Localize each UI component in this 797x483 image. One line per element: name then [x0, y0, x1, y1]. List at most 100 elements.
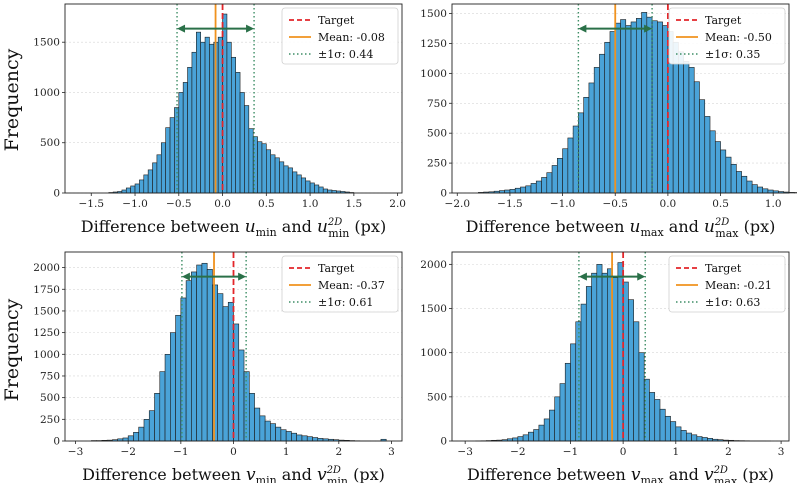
legend-mean-label: Mean: -0.37 [318, 279, 385, 292]
x-axis-title: Difference between umin and u2D min (px) [81, 217, 386, 240]
histogram-bar [301, 435, 308, 442]
x-tick-label: −1 [563, 446, 578, 458]
histogram-bar [570, 343, 577, 442]
y-tick-label: 1500 [33, 305, 60, 317]
histogram-bar [244, 105, 250, 194]
y-tick-label: 0 [53, 188, 60, 200]
histogram-bar [630, 21, 637, 194]
histogram-bar [165, 127, 171, 194]
x-tick-label: 1 [672, 446, 679, 458]
histogram-bar [170, 332, 176, 442]
histogram-bar [160, 142, 166, 194]
histogram-bar [549, 409, 555, 442]
histogram-bar [178, 92, 184, 194]
x-axis-title: Difference between vmin and v2D min (px) [82, 465, 385, 483]
histogram-bar [139, 179, 145, 194]
histogram-bar [301, 177, 307, 194]
histogram-bar [270, 154, 276, 194]
histogram-bar [520, 186, 527, 194]
histogram-bar [657, 21, 663, 194]
histogram-bar [525, 185, 532, 194]
y-tick-label: 0 [440, 188, 447, 200]
sigma-arrowhead-right [238, 272, 247, 281]
histogram-bar [551, 165, 558, 194]
x-tick-label: −1.5 [79, 198, 105, 210]
histogram-bar [156, 154, 162, 194]
histogram-bar [635, 18, 642, 194]
histogram-bar [757, 186, 763, 194]
histogram-bar [312, 437, 319, 442]
x-tick-label: −0.5 [602, 198, 628, 210]
histogram-bar [152, 162, 158, 194]
x-tick-label: −1.0 [122, 198, 148, 210]
histogram-bar [147, 169, 153, 194]
histogram-bar [554, 396, 561, 442]
histogram-bar [143, 419, 150, 442]
histogram-bar [254, 407, 261, 442]
histogram-bar [296, 174, 302, 194]
y-tick-label: 1500 [420, 303, 447, 315]
sigma-arrowhead-left [578, 272, 587, 281]
histogram-bar [305, 180, 311, 194]
histogram-bar [318, 186, 324, 194]
histogram-bar [159, 371, 166, 442]
histogram-bar [730, 163, 737, 194]
histogram-bar [206, 269, 213, 442]
histogram-bar [725, 156, 732, 194]
histogram-bar [641, 12, 648, 194]
histogram-bar [564, 362, 571, 442]
legend-sigma-label: ±1σ: 0.61 [318, 296, 373, 309]
histogram-bar [751, 184, 758, 194]
histogram-bar [185, 280, 192, 442]
chart-panel-1: 0 500 1000 1500 −1.5 −1.0 −0.5 0.0 0.5 1.0 1.5 2.0 F… [1, 3, 406, 240]
histogram-bar [248, 393, 255, 442]
legend-target-label: Target [705, 262, 742, 275]
y-tick-label: 1250 [33, 327, 60, 339]
y-tick-label: 1750 [33, 284, 60, 296]
histogram-bar [567, 137, 574, 194]
histogram-bar [543, 418, 550, 442]
histogram-bar [672, 41, 679, 194]
x-tick-label: 0 [620, 446, 627, 458]
histogram-bar [788, 192, 795, 194]
x-tick-label: 1.0 [302, 198, 319, 210]
histogram-bar [121, 189, 127, 194]
legend-box [281, 7, 399, 65]
y-tick-label: 2000 [33, 262, 60, 274]
y-axis-title: Frequency [1, 48, 23, 151]
y-tick-label: 1500 [33, 37, 60, 49]
x-tick-label: 3 [778, 446, 785, 458]
histogram-bar [125, 187, 131, 194]
y-tick-label: 1000 [33, 87, 60, 99]
histogram-bar [259, 415, 266, 442]
y-tick-label: 1250 [420, 38, 447, 50]
histogram-bar [248, 128, 254, 194]
x-tick-label: 1.5 [346, 198, 363, 210]
histogram-bar [239, 92, 245, 194]
histogram-bar [204, 36, 210, 194]
histogram-bar [148, 410, 155, 442]
histogram-bar [280, 429, 287, 442]
legend-sigma-label: ±1σ: 0.63 [705, 296, 760, 309]
histogram-bar [187, 67, 193, 194]
histogram-bar [720, 149, 727, 194]
y-tick-label: 250 [427, 158, 447, 170]
x-tick-label: −2 [510, 446, 525, 458]
histogram-bar [528, 431, 534, 442]
histogram-bar [562, 148, 569, 194]
histogram-bar [596, 264, 603, 442]
histogram-bar [217, 293, 224, 442]
y-tick-label: 1000 [420, 347, 447, 359]
histogram-bar [130, 185, 136, 194]
histogram-bar [266, 149, 272, 194]
histogram-bar [175, 314, 182, 442]
x-tick-label: 0.5 [258, 198, 275, 210]
histogram-bar [683, 61, 690, 194]
histogram-bar [654, 399, 661, 442]
histogram-bar [541, 177, 548, 194]
histogram-bar [522, 434, 529, 442]
histogram-bar [261, 143, 267, 194]
y-tick-label: 1000 [33, 349, 60, 361]
plot-frame [64, 3, 403, 194]
plot-frame [451, 251, 790, 442]
